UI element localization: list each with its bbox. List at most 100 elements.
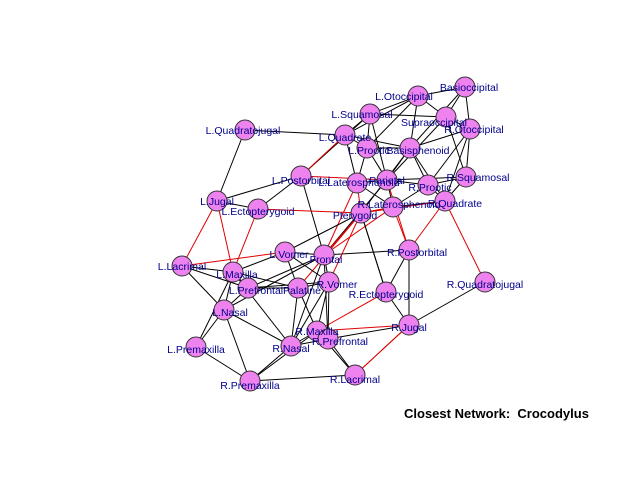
node-label-llaterosphenoid: L.Laterosphenoid bbox=[318, 177, 399, 189]
node-label-lmaxilla: L.Maxilla bbox=[216, 269, 258, 281]
node-label-lnasal: L.Nasal bbox=[212, 307, 248, 319]
node-label-lprootic: L.Prootic bbox=[348, 145, 389, 157]
node-label-rquadrate: R.Quadrate bbox=[428, 198, 482, 210]
edge-lectopterygoid-lmaxilla bbox=[232, 208, 259, 273]
node-llacrimal bbox=[171, 255, 193, 277]
node-label-rotoccipital: R.Otoccipital bbox=[444, 124, 504, 136]
node-label-lvomer: L.Vomer bbox=[269, 249, 309, 261]
node-rprootic bbox=[417, 174, 439, 196]
edge-llaterosphenoid-frontal bbox=[323, 182, 358, 256]
edge-lnasal-rnasal bbox=[223, 309, 292, 347]
node-ljugal bbox=[206, 190, 228, 212]
edge-lpostorbital-ljugal bbox=[216, 175, 302, 202]
edge-lnasal-rpremaxilla bbox=[223, 309, 251, 382]
node-label-lquadratojugal: L.Quadratojugal bbox=[206, 125, 281, 137]
node-lquadratojugal bbox=[234, 119, 256, 141]
edge-lpostorbital-parietal bbox=[300, 175, 388, 181]
node-label-rprootic: R.Prootic bbox=[408, 182, 451, 194]
edge-lsquamosal-parietal bbox=[369, 113, 388, 181]
edge-frontal-rprefrontal bbox=[323, 254, 329, 340]
edge-lpremaxilla-rpremaxilla bbox=[195, 346, 251, 382]
node-lvomer bbox=[274, 241, 296, 263]
node-lprootic bbox=[356, 137, 378, 159]
node-rpostorbital bbox=[398, 239, 420, 261]
node-rotoccipital bbox=[459, 118, 481, 140]
node-label-basisphenoid: Basisphenoid bbox=[386, 145, 449, 157]
node-label-lotoccipital: L.Otoccipital bbox=[375, 91, 433, 103]
node-lquadrate bbox=[334, 124, 356, 146]
edge-lquadrate-basisphenoid bbox=[344, 134, 411, 149]
edge-ljugal-lmaxilla bbox=[216, 200, 234, 273]
node-label-frontal: Frontal bbox=[310, 254, 343, 266]
network-caption: Closest Network: Crocodylus bbox=[404, 406, 589, 421]
node-label-llacrimal: L.Lacrimal bbox=[158, 261, 206, 273]
node-label-rprefrontal: R.Prefrontal bbox=[312, 336, 368, 348]
node-lotoccipital bbox=[407, 85, 429, 107]
node-rectopterygoid bbox=[375, 281, 397, 303]
node-palatine bbox=[287, 277, 309, 299]
node-rnasal bbox=[280, 335, 302, 357]
edge-rlaterosphenoid-frontal bbox=[323, 206, 394, 256]
node-label-rpremaxilla: R.Premaxilla bbox=[220, 380, 280, 392]
node-rlacrimal bbox=[344, 364, 366, 386]
node-label-palatine: Palatine bbox=[283, 285, 321, 297]
edge-lotoccipital-lprootic bbox=[366, 95, 419, 149]
edge-rquadratojugal-rjugal bbox=[408, 281, 486, 326]
node-basioccipital bbox=[454, 76, 476, 98]
edge-frontal-lprefrontal bbox=[247, 254, 325, 289]
edge-lectopterygoid-pterygoid bbox=[257, 208, 362, 214]
node-label-lectopterygoid: L.Ectopterygoid bbox=[222, 206, 295, 218]
node-label-lpremaxilla: L.Premaxilla bbox=[167, 344, 225, 356]
node-frontal bbox=[313, 244, 335, 266]
edge-llacrimal-lvomer bbox=[181, 251, 286, 267]
edge-rotoccipital-rquadrate bbox=[444, 128, 471, 202]
edge-llacrimal-lprefrontal bbox=[181, 265, 249, 289]
node-llaterosphenoid bbox=[346, 172, 368, 194]
node-lsquamosal bbox=[359, 103, 381, 125]
node-rquadrate bbox=[434, 190, 456, 212]
edge-ljugal-llacrimal bbox=[181, 200, 218, 267]
node-label-rpostorbital: R.Postorbital bbox=[387, 247, 447, 259]
node-rsquamosal bbox=[455, 166, 477, 188]
node-basisphenoid bbox=[399, 137, 421, 159]
node-rprefrontal bbox=[317, 328, 339, 350]
node-label-pterygoid: Pterygoid bbox=[333, 210, 378, 222]
edge-rmaxilla-rpremaxilla bbox=[249, 330, 318, 382]
node-label-ljugal: L.Jugal bbox=[200, 196, 234, 208]
edge-rvomer-rnasal bbox=[290, 281, 330, 347]
edge-rpostorbital-frontal bbox=[323, 249, 410, 256]
node-label-lquadrate: L.Quadrate bbox=[319, 132, 372, 144]
edge-rotoccipital-rprootic bbox=[427, 128, 471, 186]
node-rjugal bbox=[398, 314, 420, 336]
node-rlaterosphenoid bbox=[382, 196, 404, 218]
node-lmaxilla bbox=[222, 261, 244, 283]
node-lpremaxilla bbox=[185, 336, 207, 358]
node-label-rlacrimal: R.Lacrimal bbox=[330, 374, 380, 386]
node-label-lsquamosal: L.Squamosal bbox=[331, 109, 392, 121]
node-label-lprefrontal: L.Prefrontal bbox=[229, 285, 283, 297]
edge-basisphenoid-rquadrate bbox=[409, 147, 446, 202]
edge-pterygoid-lvomer bbox=[284, 212, 362, 253]
edge-supraoccipital-lsquamosal bbox=[369, 113, 447, 118]
node-rvomer bbox=[318, 271, 340, 293]
edge-frontal-rnasal bbox=[290, 254, 325, 347]
node-label-rectopterygoid: R.Ectopterygoid bbox=[349, 289, 424, 301]
node-label-rsquamosal: R.Squamosal bbox=[446, 172, 509, 184]
node-label-rquadratojugal: R.Quadratojugal bbox=[447, 279, 523, 291]
edge-lquadratojugal-ljugal bbox=[216, 129, 246, 202]
edge-pterygoid-rvomer bbox=[328, 212, 362, 283]
node-lectopterygoid bbox=[247, 198, 269, 220]
node-label-parietal: Parietal bbox=[369, 175, 405, 187]
node-lnasal bbox=[213, 299, 235, 321]
edge-rpremaxilla-rlacrimal bbox=[249, 374, 356, 382]
node-label-rlaterosphenoid: R.Laterosphenoid bbox=[358, 199, 441, 211]
node-label-supraoccipital: Supraoccipital bbox=[401, 117, 467, 129]
node-rpremaxilla bbox=[239, 370, 261, 392]
edge-lotoccipital-lquadrate bbox=[344, 95, 419, 136]
node-lprefrontal bbox=[237, 277, 259, 299]
node-label-rmaxilla: R.Maxilla bbox=[295, 326, 338, 338]
node-layer bbox=[171, 76, 496, 392]
node-label-rnasal: R.Nasal bbox=[272, 343, 309, 355]
node-supraoccipital bbox=[435, 106, 457, 128]
